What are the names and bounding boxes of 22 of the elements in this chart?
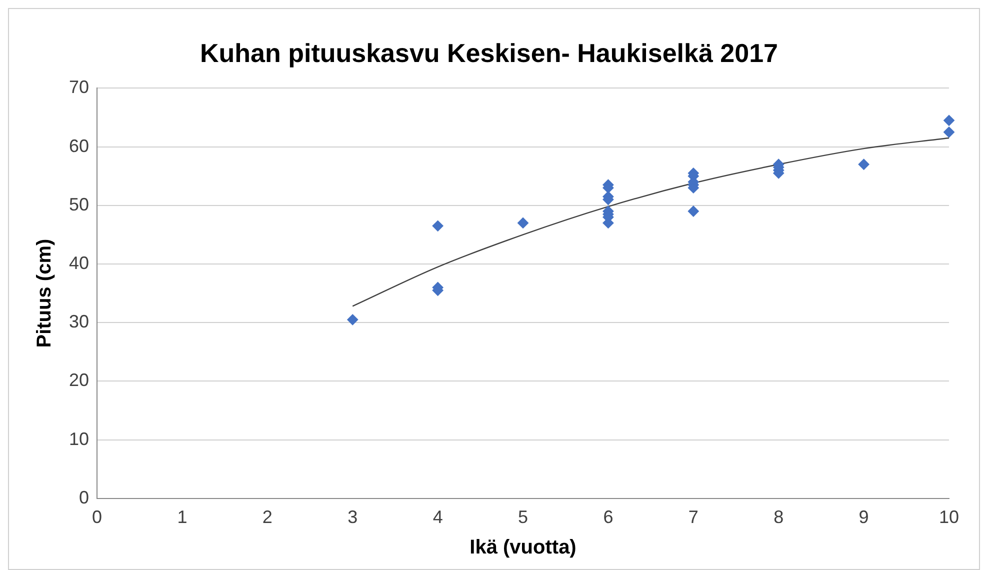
- x-tick-label: 3: [348, 507, 358, 528]
- x-tick-label: 7: [688, 507, 698, 528]
- x-tick-label: 2: [262, 507, 272, 528]
- x-tick-label: 4: [432, 507, 443, 528]
- x-tick-label: 1: [177, 507, 188, 528]
- x-tick-label: 5: [518, 507, 528, 528]
- x-tick-label: 9: [858, 507, 869, 528]
- y-tick-label: 60: [68, 136, 90, 156]
- y-tick-label: 40: [68, 252, 90, 273]
- x-tick-label: 8: [774, 507, 784, 528]
- y-tick-label: 30: [68, 312, 90, 332]
- y-tick-label: 20: [68, 370, 90, 390]
- x-tick-label: 10: [938, 507, 960, 528]
- x-tick-label: 0: [92, 507, 102, 528]
- y-tick-label: 0: [79, 487, 90, 508]
- y-tick-label: 10: [68, 428, 90, 449]
- chart-title: Kuhan pituuskasvu Keskisen- Haukiselkä 2017: [200, 38, 778, 68]
- y-axis-title: Pituus (cm): [34, 238, 56, 348]
- y-tick-label: 50: [68, 194, 90, 214]
- y-tick-label: 70: [68, 77, 90, 98]
- x-axis-title: Ikä (vuotta): [470, 536, 576, 559]
- x-tick-label: 6: [603, 507, 614, 528]
